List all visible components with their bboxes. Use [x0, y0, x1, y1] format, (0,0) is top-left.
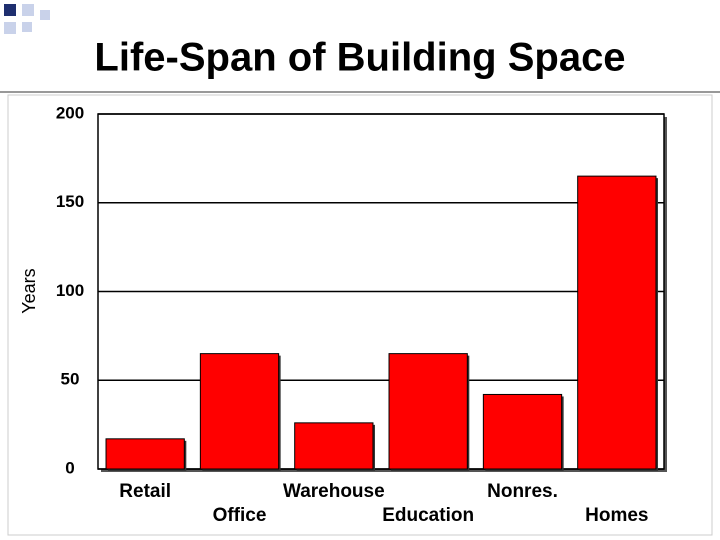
- x-tick-label: Office: [213, 505, 267, 526]
- x-tick-label: Homes: [585, 505, 648, 526]
- x-tick-label: Education: [382, 505, 474, 526]
- bar: [388, 353, 468, 470]
- x-tick-label: Retail: [119, 481, 171, 502]
- bar: [199, 353, 280, 470]
- x-tick-label: Nonres.: [487, 481, 558, 502]
- decoration: [4, 4, 50, 34]
- y-tick-label: 150: [56, 192, 84, 211]
- bar: [482, 393, 563, 470]
- y-tick-label: 100: [56, 281, 84, 300]
- y-tick-label: 200: [56, 103, 84, 122]
- bar: [105, 438, 185, 470]
- y-axis-label: Years: [19, 268, 39, 313]
- x-tick-label: Warehouse: [283, 481, 385, 502]
- chart-title: Life-Span of Building Space: [94, 36, 625, 80]
- y-tick-label: 50: [61, 370, 80, 389]
- y-tick-label: 0: [65, 458, 74, 477]
- bar: [577, 175, 657, 470]
- bar: [294, 422, 374, 470]
